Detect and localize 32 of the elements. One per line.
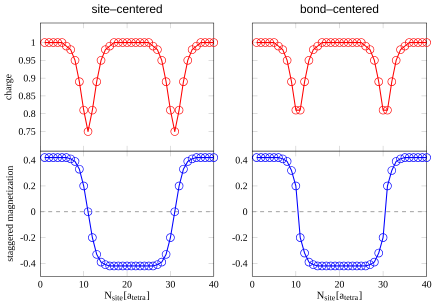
y-tick-label: 0.4 — [24, 156, 36, 164]
y-tick-label: 0.2 — [24, 182, 36, 190]
y-tick-label: -0.2 — [232, 234, 248, 242]
x-tick-label: 30 — [166, 281, 175, 288]
chart-title: site–centered — [92, 4, 162, 14]
x-tick-label: 10 — [80, 281, 88, 288]
y-tick-label: -0.2 — [20, 234, 36, 242]
x-tick-label: 20 — [334, 281, 344, 288]
chart-title: bond–centered — [300, 4, 378, 14]
x-tick-label: 0 — [38, 281, 42, 288]
x-tick-label: 40 — [422, 281, 432, 288]
x-tick-label: 0 — [250, 281, 254, 288]
y-axis-title: charge — [4, 74, 14, 100]
x-axis-title: N$_{site}$[a$_{tetra}$] — [317, 291, 362, 300]
y-tick-label: 0 — [31, 208, 36, 216]
y-tick-label: -0.4 — [20, 260, 36, 267]
y-tick-label: -0.4 — [232, 260, 248, 267]
y-tick-label: 1 — [32, 39, 36, 46]
y-tick-label: 0.95 — [18, 57, 36, 64]
y-axis-title: staggered magnetization — [6, 166, 15, 262]
y-tick-label: 0.9 — [24, 74, 36, 82]
y-tick-label: 0.2 — [236, 182, 248, 190]
y-tick-label: 0.8 — [24, 110, 36, 118]
y-tick-label: 0.4 — [236, 156, 248, 164]
x-tick-label: 40 — [209, 281, 218, 288]
x-tick-label: 20 — [122, 281, 132, 288]
x-axis-title: N$_{site}$[a$_{tetra}$] — [104, 291, 150, 300]
y-tick-label: 0.75 — [18, 128, 36, 136]
y-tick-label: 0 — [243, 208, 248, 216]
y-tick-label: 0.85 — [18, 92, 36, 100]
x-tick-label: 10 — [292, 281, 300, 288]
x-tick-label: 30 — [378, 281, 388, 288]
